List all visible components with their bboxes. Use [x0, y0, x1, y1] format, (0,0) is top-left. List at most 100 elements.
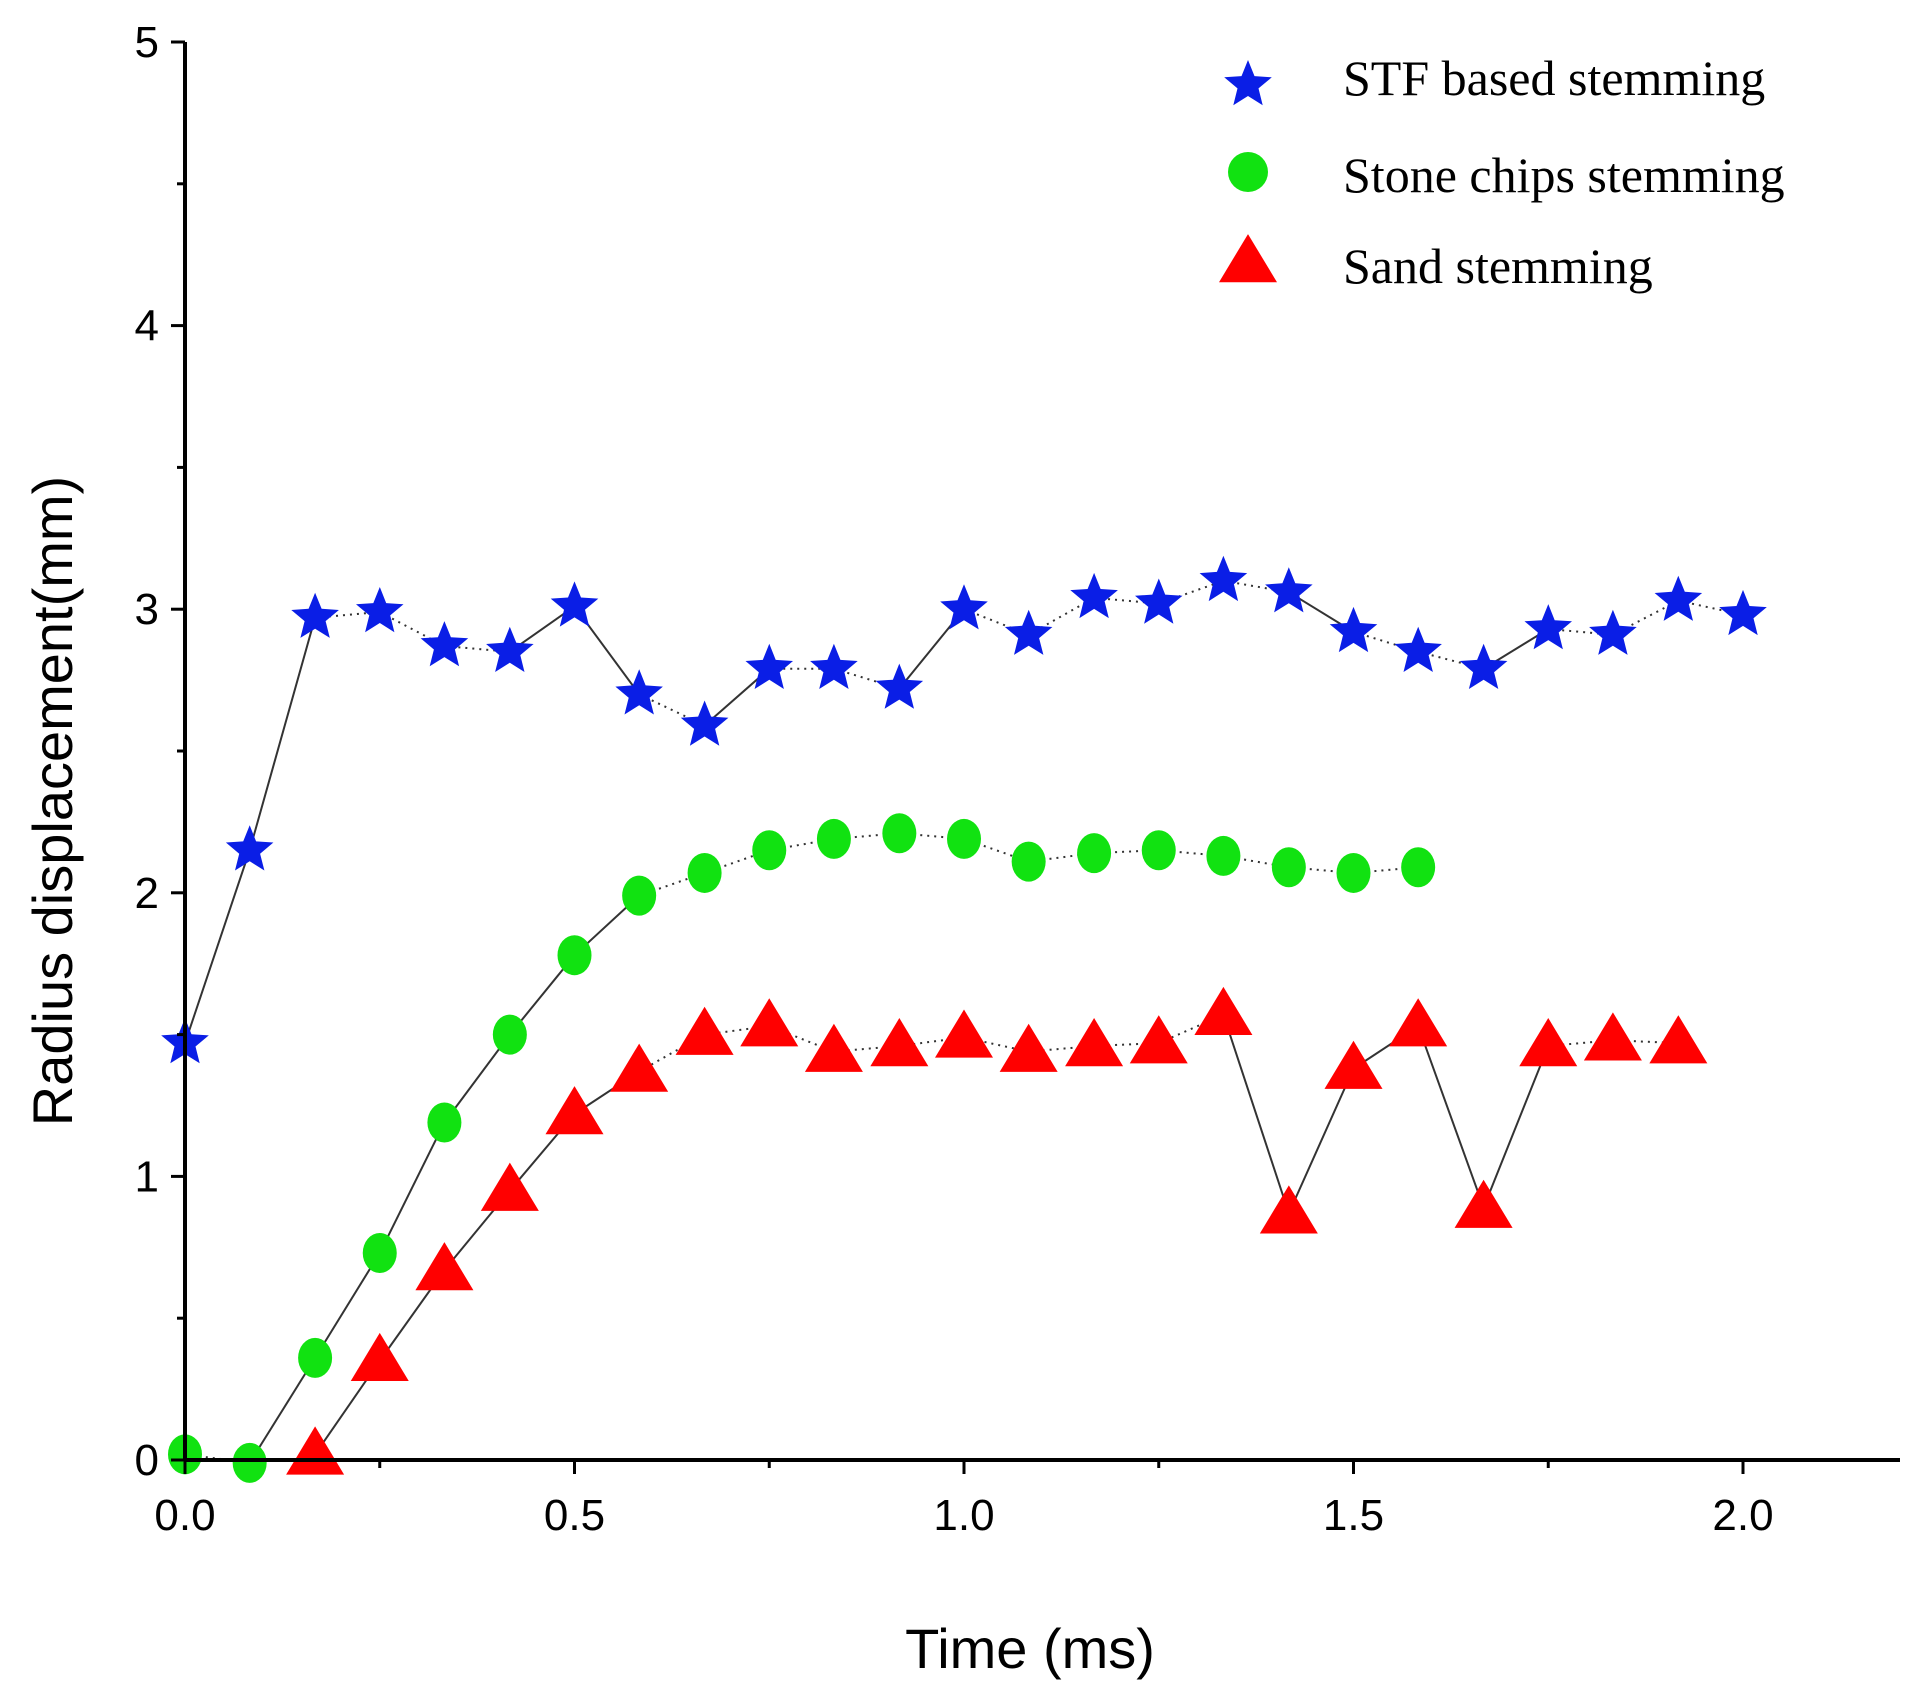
- data-point-triangle: [999, 1023, 1058, 1072]
- data-point-circle: [1271, 847, 1306, 888]
- data-point-star: [356, 587, 404, 633]
- series-line-segment: [1417, 1025, 1485, 1208]
- data-point-circle: [882, 813, 917, 854]
- data-point-triangle: [1194, 986, 1253, 1035]
- data-point-triangle: [350, 1332, 409, 1381]
- data-point-star: [615, 669, 663, 715]
- series-line-segment: [379, 611, 445, 647]
- data-point-triangle: [1389, 998, 1448, 1047]
- x-tick-label: 0.0: [154, 1491, 215, 1540]
- data-point-triangle: [740, 998, 799, 1047]
- data-point-circle: [1077, 833, 1112, 874]
- y-tick-label: 3: [135, 585, 159, 634]
- data-point-circle: [622, 875, 657, 916]
- legend-label-stf: STF based stemming: [1343, 50, 1765, 106]
- series-line-segment: [248, 1357, 316, 1464]
- data-point-circle: [1011, 841, 1046, 882]
- series-line-segment: [1482, 1045, 1550, 1208]
- series-line-segment: [1158, 1013, 1224, 1045]
- data-point-circle: [816, 818, 851, 859]
- data-point-triangle: [610, 1043, 669, 1092]
- data-point-circle: [1401, 847, 1436, 888]
- series-line-segment: [1612, 599, 1679, 636]
- y-tick-label: 4: [135, 302, 159, 351]
- series-line-segment: [184, 849, 251, 1044]
- data-point-triangle: [804, 1023, 863, 1072]
- data-point-star: [745, 643, 793, 689]
- data-point-triangle: [415, 1242, 474, 1291]
- series-line-segment: [1158, 579, 1224, 605]
- x-tick-label: 1.5: [1323, 1491, 1384, 1540]
- data-point-circle: [427, 1102, 462, 1143]
- data-point-triangle: [870, 1018, 929, 1067]
- legend: STF based stemming Stone chips stemming …: [1219, 50, 1785, 294]
- data-point-triangle: [935, 1009, 993, 1058]
- series-line-segment: [248, 617, 317, 851]
- data-point-star: [225, 825, 274, 871]
- data-point-triangle: [1649, 1015, 1708, 1064]
- data-point-circle: [1206, 835, 1241, 876]
- data-point-star: [1004, 609, 1053, 655]
- data-point-triangle: [1065, 1018, 1124, 1067]
- x-tick-label: 1.0: [933, 1491, 994, 1540]
- data-point-triangle: [1324, 1040, 1383, 1089]
- y-tick-label: 1: [135, 1152, 159, 1201]
- data-point-star: [1135, 578, 1183, 624]
- data-point-star: [875, 663, 924, 709]
- data-point-circle: [687, 852, 722, 893]
- legend-label-stone-chips: Stone chips stemming: [1343, 147, 1785, 203]
- series-markers: [161, 555, 1767, 1483]
- x-axis-title: Time (ms): [905, 1617, 1155, 1680]
- data-point-circle: [1141, 830, 1176, 871]
- series-line-segment: [378, 1122, 446, 1254]
- data-point-star: [810, 643, 858, 689]
- y-axis-title: Radius displacement(mm): [21, 476, 84, 1126]
- data-point-star: [680, 700, 729, 746]
- data-point-star: [940, 584, 988, 630]
- data-point-triangle: [1454, 1179, 1513, 1228]
- legend-star-icon: [1224, 60, 1272, 106]
- data-point-triangle: [675, 1006, 734, 1055]
- data-point-star: [1394, 626, 1442, 672]
- data-point-star: [1459, 643, 1508, 689]
- data-point-star: [1265, 567, 1313, 613]
- y-tick-label: 0: [135, 1436, 159, 1485]
- data-point-star: [420, 621, 469, 667]
- series-line-segment: [1222, 1014, 1290, 1214]
- data-point-circle: [557, 935, 592, 976]
- data-point-circle: [947, 818, 981, 859]
- x-tick-label: 0.5: [544, 1491, 605, 1540]
- data-point-star: [1589, 609, 1637, 655]
- legend-label-sand: Sand stemming: [1343, 238, 1653, 294]
- data-point-triangle: [480, 1162, 539, 1211]
- data-point-star: [1070, 572, 1118, 619]
- data-point-star: [486, 626, 534, 672]
- data-point-star: [1329, 606, 1378, 653]
- legend-circle-icon: [1228, 152, 1268, 192]
- data-point-circle: [298, 1337, 333, 1378]
- data-point-star: [291, 592, 339, 638]
- data-point-circle: [362, 1232, 397, 1273]
- data-point-circle: [492, 1014, 527, 1055]
- axes: 0 1 2 3 4 5 0.0 0.5 1.0 1.5 2.0: [135, 18, 1900, 1540]
- data-point-circle: [232, 1442, 267, 1483]
- data-point-star: [1654, 575, 1703, 621]
- y-tick-label: 2: [135, 869, 159, 918]
- data-point-star: [1719, 589, 1767, 636]
- data-point-triangle: [286, 1426, 345, 1475]
- data-point-star: [550, 581, 599, 627]
- legend-triangle-icon: [1219, 234, 1277, 283]
- data-point-triangle: [545, 1086, 604, 1135]
- data-point-triangle: [1519, 1018, 1578, 1067]
- series-line-segment: [1287, 1068, 1355, 1214]
- data-point-star: [1524, 604, 1572, 650]
- data-point-triangle: [1129, 1015, 1188, 1064]
- data-point-star: [1199, 555, 1248, 602]
- x-tick-label: 2.0: [1712, 1491, 1773, 1540]
- data-point-triangle: [1259, 1185, 1318, 1234]
- data-point-triangle: [1583, 1012, 1642, 1061]
- data-point-circle: [752, 830, 787, 871]
- series-line-segment: [638, 693, 706, 727]
- y-tick-label: 5: [135, 18, 159, 67]
